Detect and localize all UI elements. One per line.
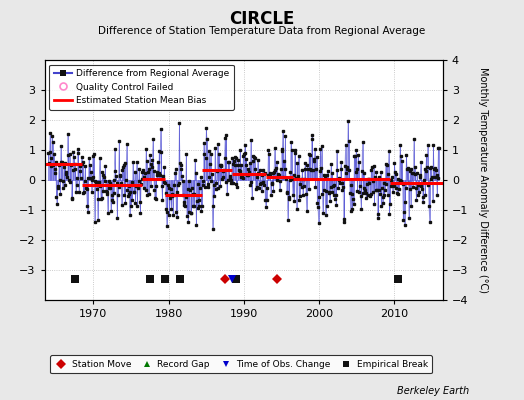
- Legend: Station Move, Record Gap, Time of Obs. Change, Empirical Break: Station Move, Record Gap, Time of Obs. C…: [50, 356, 432, 374]
- Text: Berkeley Earth: Berkeley Earth: [397, 386, 469, 396]
- Text: CIRCLE: CIRCLE: [230, 10, 294, 28]
- Text: Difference of Station Temperature Data from Regional Average: Difference of Station Temperature Data f…: [99, 26, 425, 36]
- Y-axis label: Monthly Temperature Anomaly Difference (°C): Monthly Temperature Anomaly Difference (…: [478, 67, 488, 293]
- Legend: Difference from Regional Average, Quality Control Failed, Estimated Station Mean: Difference from Regional Average, Qualit…: [49, 64, 234, 110]
